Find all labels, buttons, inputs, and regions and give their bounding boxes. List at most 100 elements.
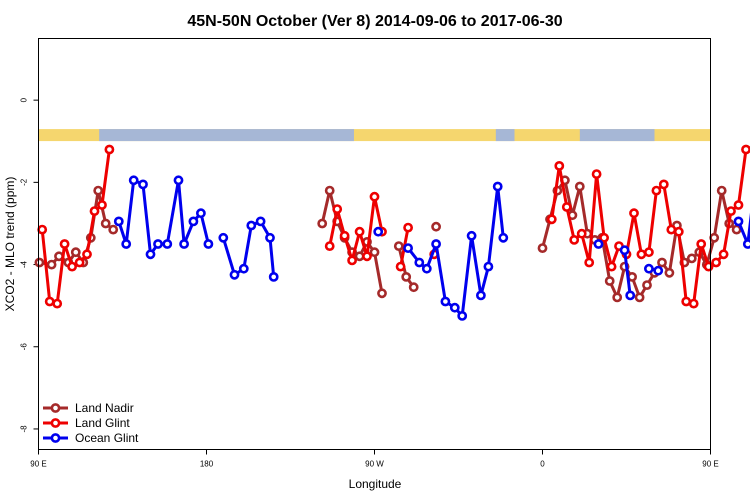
land-glint-point — [74, 257, 85, 268]
land-glint-point — [37, 224, 48, 235]
land-glint-point — [629, 208, 639, 219]
land-nadir-point — [408, 282, 419, 293]
ocean-glint-point — [733, 216, 744, 227]
ocean-glint-point — [593, 239, 604, 249]
land-glint-point — [569, 234, 580, 245]
land-glint-point — [576, 228, 587, 239]
chart-title: 45N-50N October (Ver 8) 2014-09-06 to 20… — [187, 13, 562, 30]
land-nadir-point — [369, 247, 380, 258]
ocean-glint-point — [268, 271, 279, 282]
land-nadir-point — [574, 181, 585, 192]
land-nadir-point — [377, 288, 387, 299]
land-nadir-point — [709, 232, 720, 243]
y-tick-label: 0 — [20, 97, 29, 102]
land-glint-point — [696, 239, 707, 249]
legend-label: Land Nadir — [75, 401, 134, 415]
land-glint-point — [554, 160, 565, 171]
land-glint-point — [89, 206, 100, 216]
legend-item-ocean-glint: Ocean Glint — [43, 431, 139, 445]
ocean-glint-point — [121, 239, 132, 249]
ocean-glint-point — [153, 239, 163, 249]
ocean-glint-point — [625, 290, 636, 301]
land-glint-point — [584, 257, 595, 268]
land-nadir-point — [46, 259, 57, 270]
land-glint-point — [369, 191, 380, 202]
land-glint-point — [591, 169, 602, 179]
ocean-glint-point — [246, 220, 257, 231]
plot-frame — [38, 38, 711, 450]
ocean-glint-point — [644, 263, 654, 274]
land-glint-point — [104, 144, 115, 155]
ocean-band-segment — [495, 129, 515, 142]
land-glint-point — [711, 257, 721, 268]
y-tick-label: -4 — [20, 260, 29, 268]
land-glint-point — [347, 255, 357, 266]
land-glint-point — [332, 204, 343, 214]
legend-swatch-point — [50, 433, 61, 443]
land-glint-point — [97, 200, 107, 210]
ocean-band-segment — [579, 129, 655, 142]
ocean-glint-point — [431, 239, 441, 249]
ocean-glint-point — [173, 175, 184, 186]
ocean-glint-point — [138, 179, 148, 190]
land-glint-point — [666, 224, 677, 235]
x-tick-label: 0 — [540, 460, 545, 469]
ocean-glint-point — [265, 232, 275, 243]
land-glint-point — [733, 200, 744, 210]
ocean-glint-line — [406, 185, 505, 318]
land-glint-point — [561, 202, 572, 212]
ocean-glint-point — [403, 243, 413, 253]
x-axis-label: Longitude — [349, 477, 402, 491]
ocean-band-segment — [99, 129, 354, 142]
land-glint-point — [703, 261, 714, 272]
legend-item-land-nadir: Land Nadir — [43, 401, 134, 415]
ocean-glint-point — [179, 239, 189, 249]
land-glint-point — [362, 251, 372, 262]
land-glint-point — [59, 239, 70, 249]
x-tick-label: 180 — [200, 460, 214, 469]
land-glint-point — [718, 249, 729, 260]
ocean-glint-point — [449, 302, 460, 313]
y-tick-label: -2 — [20, 178, 29, 186]
land-glint-point — [44, 296, 55, 307]
land-nadir-point — [393, 241, 404, 251]
ocean-glint-point — [113, 216, 124, 227]
ocean-glint-point — [145, 249, 156, 260]
ocean-glint-point — [440, 296, 451, 307]
legend-swatch-point — [50, 418, 61, 428]
land-nadir-point — [664, 267, 675, 278]
land-glint-point — [82, 249, 92, 260]
land-nadir-point — [686, 253, 697, 264]
land-glint-point — [644, 247, 654, 258]
land-nadir-point — [401, 271, 412, 282]
land-glint-point — [67, 261, 77, 272]
land-nadir-point — [324, 185, 335, 196]
legend-item-land-glint: Land Glint — [43, 416, 130, 430]
land-ocean-band — [38, 129, 711, 142]
x-tick-label: 90 E — [30, 460, 46, 469]
land-glint-point — [599, 232, 609, 243]
land-glint-point — [636, 249, 647, 260]
ocean-glint-point — [421, 263, 432, 274]
ocean-glint-line — [623, 250, 632, 296]
land-nadir-point — [93, 185, 104, 196]
series-layer — [34, 144, 750, 321]
legend-swatch-point — [50, 403, 61, 413]
land-nadir-point — [34, 257, 45, 268]
land-glint-point — [741, 144, 750, 155]
land-glint-point — [688, 298, 699, 309]
ocean-glint-point — [255, 216, 266, 227]
series-land-nadir — [34, 175, 742, 303]
ocean-glint-point — [162, 239, 173, 249]
legend-label: Ocean Glint — [75, 431, 139, 445]
land-glint-point — [681, 296, 692, 307]
land-nadir-point — [317, 218, 328, 229]
ocean-glint-point — [373, 226, 384, 237]
series-land-glint — [37, 144, 750, 309]
ocean-glint-point — [475, 290, 486, 301]
land-glint-point — [354, 226, 365, 237]
ocean-glint-point — [653, 265, 664, 276]
ocean-glint-point — [483, 261, 494, 272]
land-nadir-point — [612, 292, 623, 303]
